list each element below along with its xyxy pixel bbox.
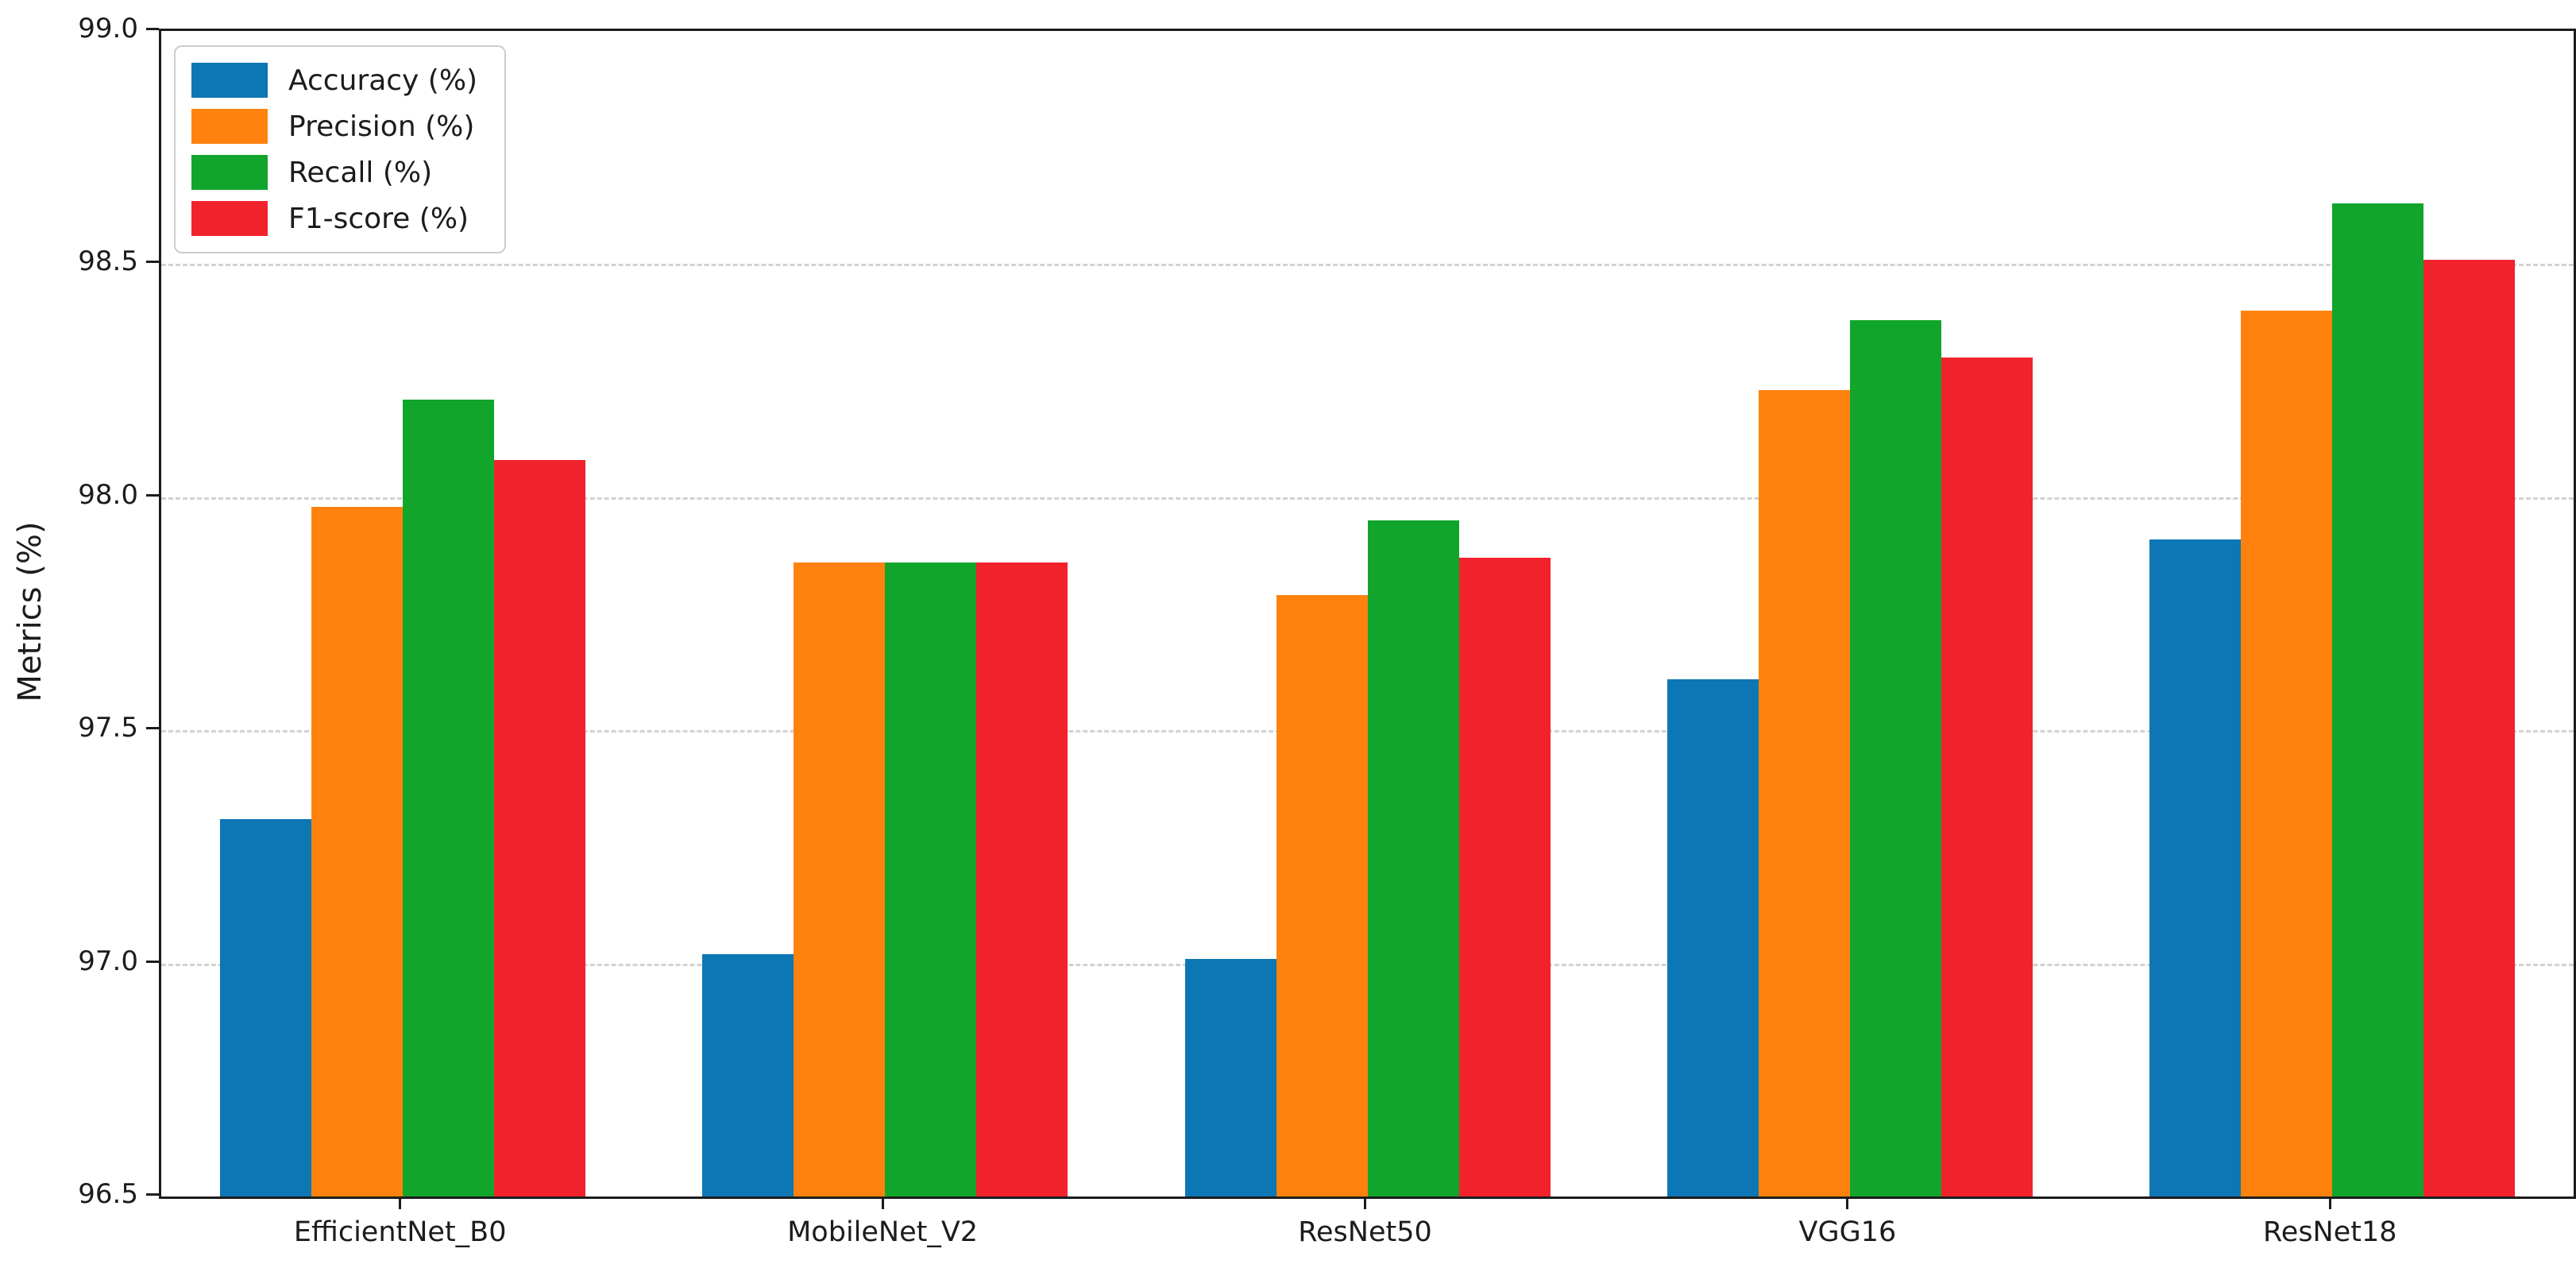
bar-ResNet50-accuracy [1184, 958, 1276, 1196]
bar-EfficientNet_B0-f1-score [493, 459, 585, 1196]
legend-item: F1-score (%) [191, 201, 477, 236]
legend-label: F1-score (%) [288, 202, 469, 235]
y-tick-mark-98 [146, 493, 159, 497]
bar-MobileNet_V2-accuracy [702, 953, 794, 1196]
legend-label: Precision (%) [288, 110, 475, 143]
bar-EfficientNet_B0-accuracy [219, 818, 311, 1196]
legend-swatch-icon [191, 201, 268, 236]
gridline-98 [161, 497, 2574, 500]
y-tick-mark-96.5 [146, 1193, 159, 1196]
bar-EfficientNet_B0-recall [402, 399, 494, 1196]
legend: Accuracy (%) Precision (%) Recall (%) F1-sc… [174, 45, 507, 253]
y-tick-label-97: 97.0 [78, 945, 138, 977]
x-tick-mark-ResNet50 [1364, 1196, 1366, 1209]
x-tick-label-ResNet18: ResNet18 [2263, 1216, 2397, 1248]
bar-ResNet18-f1-score [2423, 259, 2516, 1196]
legend-swatch-icon [191, 155, 268, 190]
bar-ResNet50-f1-score [1458, 558, 1551, 1196]
y-tick-mark-99 [146, 28, 159, 30]
y-tick-label-99: 99.0 [78, 13, 138, 44]
y-axis-title: Metrics (%) [12, 521, 48, 702]
y-tick-label-98: 98.0 [78, 478, 138, 511]
bar-MobileNet_V2-f1-score [976, 562, 1068, 1196]
legend-item: Precision (%) [191, 109, 477, 144]
bar-ResNet18-accuracy [2149, 539, 2242, 1196]
bar-MobileNet_V2-precision [794, 562, 886, 1196]
bar-ResNet50-precision [1276, 595, 1368, 1196]
plot-area: Accuracy (%) Precision (%) Recall (%) F1-sc… [159, 29, 2576, 1199]
bar-ResNet18-precision [2241, 311, 2333, 1196]
bar-VGG16-accuracy [1666, 678, 1759, 1196]
legend-swatch-icon [191, 63, 268, 98]
x-tick-label-EfficientNet_B0: EfficientNet_B0 [293, 1216, 507, 1248]
y-tick-mark-97.5 [146, 727, 159, 730]
legend-swatch-icon [191, 109, 268, 144]
bar-ResNet18-recall [2332, 203, 2424, 1196]
x-tick-label-ResNet50: ResNet50 [1298, 1216, 1432, 1248]
legend-label: Recall (%) [288, 156, 433, 189]
y-tick-label-98.5: 98.5 [78, 245, 138, 278]
x-tick-mark-MobileNet_V2 [881, 1196, 884, 1209]
x-tick-mark-ResNet18 [2328, 1196, 2331, 1209]
bar-VGG16-f1-score [1941, 357, 2033, 1196]
legend-label: Accuracy (%) [288, 64, 478, 97]
bar-VGG16-recall [1849, 319, 1941, 1196]
y-tick-label-96.5: 96.5 [78, 1178, 138, 1210]
bar-VGG16-precision [1758, 389, 1850, 1196]
x-tick-mark-VGG16 [1846, 1196, 1849, 1209]
x-tick-label-MobileNet_V2: MobileNet_V2 [787, 1216, 979, 1248]
legend-item: Recall (%) [191, 155, 477, 190]
x-tick-label-VGG16: VGG16 [1798, 1216, 1897, 1248]
bar-MobileNet_V2-recall [885, 562, 977, 1196]
bar-ResNet50-recall [1367, 520, 1459, 1196]
y-tick-mark-97 [146, 960, 159, 963]
legend-item: Accuracy (%) [191, 63, 477, 98]
gridline-98.5 [161, 264, 2574, 267]
y-tick-mark-98.5 [146, 261, 159, 264]
bar-EfficientNet_B0-precision [311, 506, 403, 1196]
y-tick-label-97.5: 97.5 [78, 712, 138, 744]
x-tick-mark-EfficientNet_B0 [399, 1196, 402, 1209]
